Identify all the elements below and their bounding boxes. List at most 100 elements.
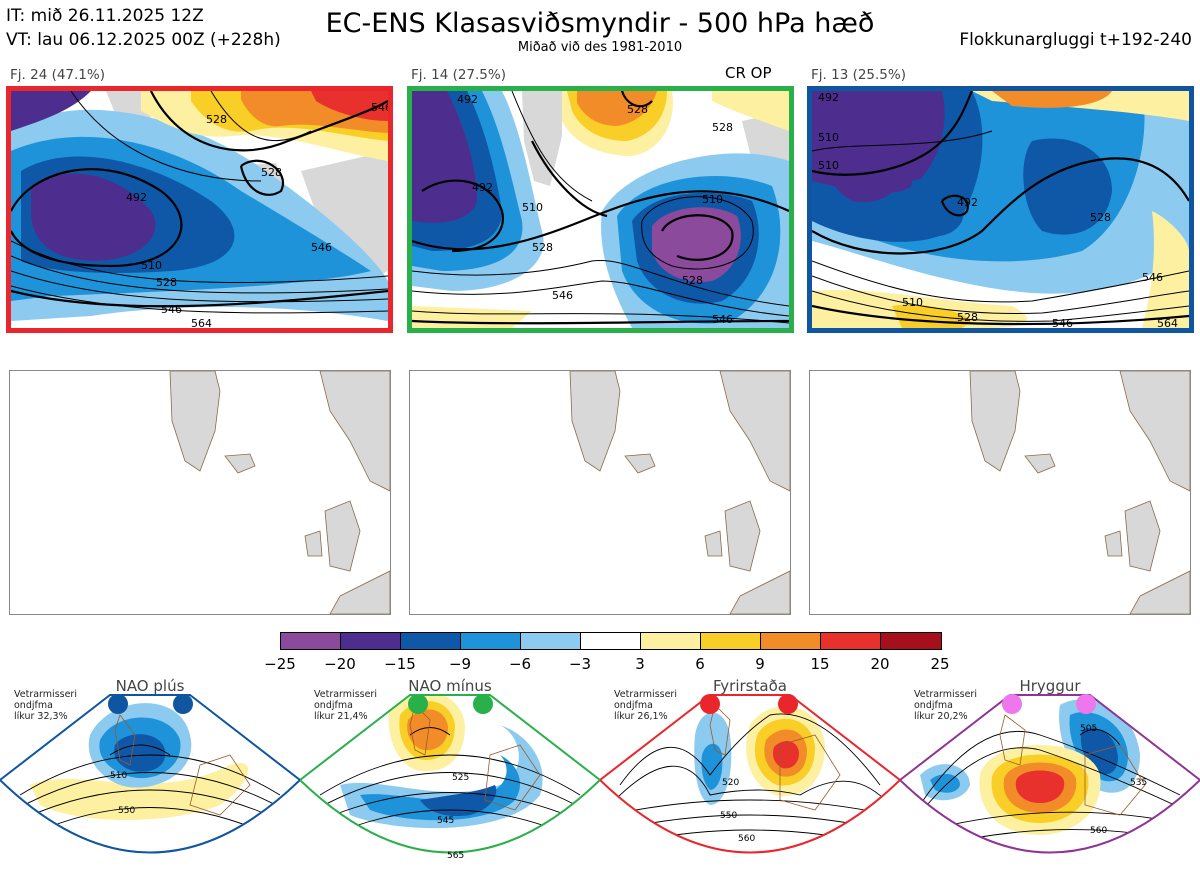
regime-nao-minus-contour-label-2: 545 [437,816,454,826]
regime-info-months: ondjfma [914,700,953,711]
cluster-2-contour-label-6: 492 [472,181,493,194]
colorbar-tick-label: −25 [264,655,296,673]
regime-blocking-title: Fyrirstaða [713,677,787,695]
cluster-3-map: 492 510 510 492 528 546 510 528 546 564 [807,86,1194,333]
cluster-1-contour-label-8: 546 [311,241,332,254]
cluster-2-contour-label-4: 510 [522,201,543,214]
colorbar-swatch [881,633,941,649]
colorbar-tick-label: 3 [635,655,645,673]
cluster-1-contour-label-1: 528 [206,113,227,126]
colorbar-tick-label: 20 [870,655,890,673]
regime-nao-minus-info: Vetrarmisseri ondjfma líkur 21,4% [314,689,377,722]
regime-info-season: Vetrarmisseri [14,689,77,700]
colorbar-swatch [461,633,521,649]
regime-nao-plus-contour-label-2: 550 [118,806,135,816]
cluster-2-map: 492 528 528 510 510 492 528 528 546 546 [407,86,794,333]
colorbar-swatch [821,633,881,649]
page-title: EC-ENS Klasasviðsmyndir - 500 hPa hæð [325,8,875,39]
cluster-1-contour-label-5: 510 [141,259,162,272]
regime-blocking-contour-label-1: 520 [722,778,739,788]
regime-nao-plus: NAO plús Vetrarmisseri ondjfma líkur 32,… [0,675,300,871]
colorbar-tick-label: −6 [508,655,532,673]
page-subtitle: Miðað við des 1981-2010 [517,40,683,55]
regime-info-months: ondjfma [14,700,53,711]
regime-nao-minus-contour-label-1: 525 [452,773,469,783]
regime-nao-minus-title: NAO mínus [408,677,492,695]
cluster-3-contour-label-5: 528 [1090,211,1111,224]
regime-ridge-info: Vetrarmisseri ondjfma líkur 20,2% [914,689,977,722]
valid-time: VT: lau 06.12.2025 00Z (+228h) [6,30,281,50]
regime-info-probability: líkur 26,1% [614,711,668,722]
cluster-2-contour-label-5: 510 [702,193,723,206]
colorbar-swatch [401,633,461,649]
colorbar-tick-label: 15 [810,655,830,673]
colorbar-tick-label: −9 [448,655,472,673]
cluster-1-contour-label-3: 492 [126,191,147,204]
cluster-1-contour-label-4: 528 [261,166,282,179]
cluster-3-contour-label-4: 492 [957,196,978,209]
regime-info-season: Vetrarmisseri [914,689,977,700]
colorbar-tick-label: 25 [930,655,950,673]
colorbar-swatch [521,633,581,649]
regime-nao-minus: NAO mínus Vetrarmisseri ondjfma líkur 21… [300,675,600,871]
cluster-3-contour-label-10: 564 [1157,317,1178,328]
regime-info-months: ondjfma [614,700,653,711]
cluster-3-contour-label-1: 492 [818,91,839,104]
regime-blocking-contour-label-2: 550 [720,811,737,821]
regime-ridge-title: Hryggur [1019,677,1081,695]
cluster-2-label: Fj. 14 (27.5%) [411,67,506,83]
cluster-3-contour-label-3: 510 [818,159,839,172]
cluster-1-contour-label-9: 564 [191,317,212,328]
regime-info-probability: líkur 32,3% [14,711,68,722]
cluster-2-contour-label-3: 528 [712,121,733,134]
colorbar-swatch [761,633,821,649]
colorbar-swatch [641,633,701,649]
empty-map-1 [9,370,391,615]
colorbar-swatch [581,633,641,649]
colorbar-swatch [701,633,761,649]
regime-info-season: Vetrarmisseri [314,689,377,700]
cluster-3-contour-label-6: 546 [1142,271,1163,284]
classification-window: Flokkunargluggi t+192-240 [959,30,1192,50]
regime-info-probability: líkur 21,4% [314,711,368,722]
regime-nao-minus-contour-label-3: 565 [447,851,464,861]
cluster-1-contour-label-6: 528 [156,276,177,289]
cluster-3-label: Fj. 13 (25.5%) [811,67,906,83]
regime-info-probability: líkur 20,2% [914,711,968,722]
cluster-3-contour-label-9: 546 [1052,317,1073,328]
cluster-2-contour-label-8: 528 [682,274,703,287]
regime-ridge-contour-label-3: 560 [1090,826,1107,836]
colorbar-tick-label: −20 [324,655,356,673]
colorbar-tick-label: −15 [384,655,416,673]
cluster-2-contour-label-7: 528 [532,241,553,254]
cluster-2-contour-label-9: 546 [552,289,573,302]
regime-blocking: Fyrirstaða Vetrarmisseri ondjfma líkur 2… [600,675,900,871]
cluster-3-contour-label-7: 510 [902,296,923,309]
regime-ridge-contour-label-1: 505 [1080,724,1097,734]
cluster-1-contour-label-7: 546 [161,303,182,316]
cluster-2-contour-label-2: 528 [627,103,648,116]
regime-nao-plus-info: Vetrarmisseri ondjfma líkur 32,3% [14,689,77,722]
cluster-1-contour-label-2: 546 [371,101,388,114]
colorbar-tick-label: 6 [695,655,705,673]
regime-info-months: ondjfma [314,700,353,711]
cluster-2-contour-label-1: 492 [457,93,478,106]
regime-ridge: Hryggur Vetrarmisseri ondjfma líkur 20,2… [900,675,1200,871]
regime-blocking-contour-label-3: 560 [738,834,755,844]
anomaly-colorbar [280,632,942,650]
regime-nao-plus-contour-label-1: 510 [110,771,127,781]
cluster-3-contour-label-8: 528 [957,311,978,324]
regime-info-season: Vetrarmisseri [614,689,677,700]
empty-map-2 [409,370,791,615]
colorbar-swatch [341,633,401,649]
cluster-1-label: Fj. 24 (47.1%) [10,67,105,83]
initial-time: IT: mið 26.11.2025 12Z [6,6,204,26]
cluster-1-map: 528 546 492 528 510 528 546 546 564 [6,86,393,333]
colorbar-tick-label: −3 [568,655,592,673]
regime-ridge-contour-label-2: 535 [1130,778,1147,788]
cluster-2-contour-label-10: 546 [712,313,733,326]
regime-nao-plus-title: NAO plús [115,677,185,695]
regime-blocking-info: Vetrarmisseri ondjfma líkur 26,1% [614,689,677,722]
colorbar-tick-label: 9 [755,655,765,673]
colorbar-swatch [281,633,341,649]
